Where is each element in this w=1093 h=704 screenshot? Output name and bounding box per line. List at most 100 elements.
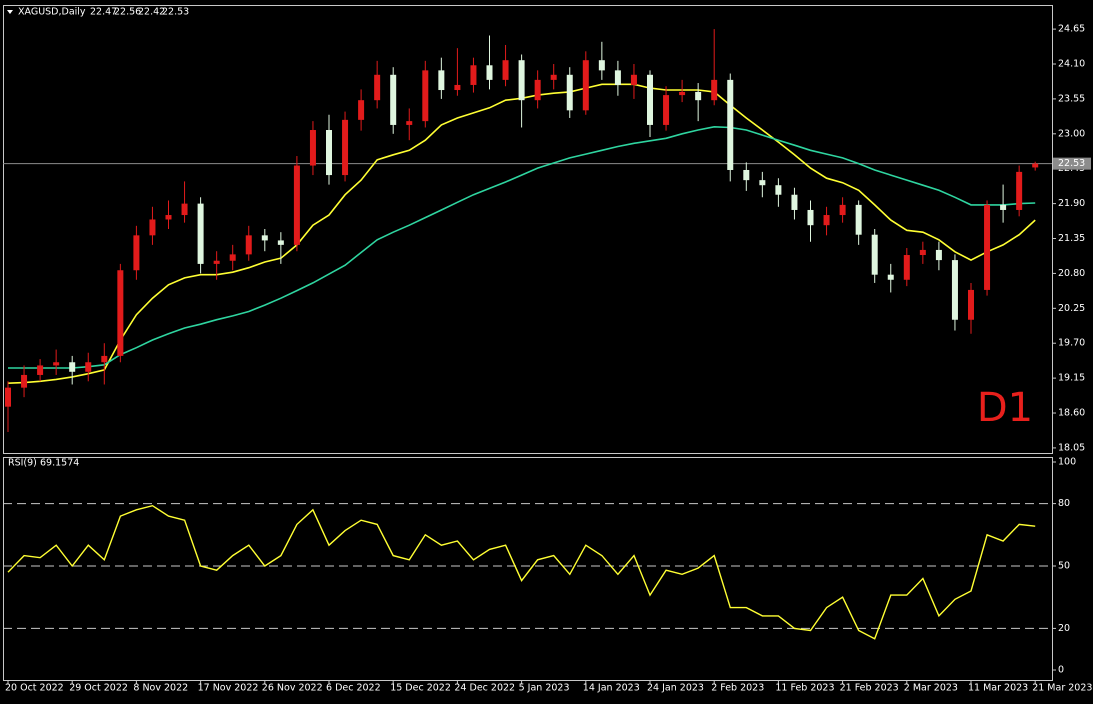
chart-title: XAGUSD,Daily — [18, 7, 86, 18]
y-tick-label: 80 — [1058, 498, 1070, 509]
menu-arrow[interactable] — [7, 10, 13, 14]
x-tick-label: 11 Feb 2023 — [775, 683, 834, 694]
y-tick-label: 20.80 — [1058, 268, 1085, 279]
y-tick-label: 20.25 — [1058, 303, 1085, 314]
y-tick-label: 23.55 — [1058, 93, 1085, 104]
moving-average — [8, 125, 1036, 369]
x-tick-label: 15 Dec 2022 — [390, 683, 451, 694]
candle-body — [358, 100, 365, 120]
candle-body — [935, 249, 942, 261]
candle-body — [197, 203, 204, 264]
candle-body — [951, 260, 958, 320]
indicator-title: RSI(9) — [8, 458, 37, 469]
candle-body — [727, 79, 734, 170]
candle-body — [855, 204, 862, 235]
candle-body — [277, 240, 284, 245]
candle-body — [1000, 204, 1007, 210]
candle-body — [1032, 163, 1039, 168]
y-tick-label: 50 — [1058, 561, 1070, 572]
candle-body — [486, 65, 493, 80]
candle-body — [614, 70, 621, 85]
timeframe-annotation: D1 — [977, 385, 1033, 431]
candle-body — [326, 130, 332, 176]
x-tick-label: 2 Feb 2023 — [711, 683, 764, 694]
candle-body — [630, 74, 637, 85]
x-tick-label: 24 Jan 2023 — [647, 683, 704, 694]
candle-body — [582, 60, 589, 111]
candle-body — [663, 95, 670, 125]
y-tick-label: 19.70 — [1058, 338, 1085, 349]
ohlc-value: 22.42 — [138, 7, 165, 18]
candle-body — [117, 270, 124, 356]
candle-body — [679, 91, 686, 96]
candle-body — [1016, 171, 1023, 210]
candle-body — [871, 234, 878, 275]
indicator-value: 69.1574 — [40, 458, 79, 469]
candle-body — [711, 79, 718, 101]
candle-body — [791, 194, 798, 210]
candle-body — [566, 74, 573, 111]
candle-body — [887, 274, 894, 280]
candle-body — [149, 219, 156, 236]
candle-body — [438, 70, 445, 91]
candle-body — [133, 235, 140, 271]
candle-body — [181, 203, 188, 216]
ohlc-value: 22.47 — [90, 7, 117, 18]
x-tick-label: 29 Oct 2022 — [69, 683, 128, 694]
x-tick-label: 24 Dec 2022 — [454, 683, 515, 694]
candle-body — [919, 249, 926, 256]
ohlc-value: 22.56 — [114, 7, 141, 18]
candle-body — [69, 362, 76, 372]
y-tick-label: 21.35 — [1058, 233, 1085, 244]
candle-body — [229, 254, 236, 261]
y-tick-label: 20 — [1058, 623, 1070, 634]
current-price-tag — [1053, 157, 1091, 170]
candle-body — [695, 91, 702, 101]
current-price-label: 22.53 — [1058, 158, 1085, 169]
candle-body — [101, 355, 108, 363]
candle-body — [550, 74, 557, 80]
x-tick-label: 14 Jan 2023 — [583, 683, 640, 694]
candle-body — [245, 235, 252, 255]
candle-body — [454, 84, 461, 91]
candle-body — [743, 169, 750, 181]
y-tick-label: 23.00 — [1058, 128, 1085, 139]
x-tick-label: 5 Jan 2023 — [519, 683, 570, 694]
candle-body — [85, 362, 92, 372]
y-tick-label: 18.60 — [1058, 408, 1085, 419]
y-tick-label: 18.05 — [1058, 442, 1085, 453]
y-tick-label: 24.10 — [1058, 59, 1085, 70]
candle-body — [759, 180, 766, 186]
candle-body — [53, 362, 60, 366]
y-tick-label: 19.15 — [1058, 373, 1085, 384]
candle-body — [390, 74, 397, 125]
y-tick-label: 24.65 — [1058, 24, 1085, 35]
candle-body — [984, 204, 991, 290]
x-tick-label: 20 Oct 2022 — [5, 683, 64, 694]
candle-body — [470, 65, 477, 85]
rsi-line — [7, 504, 1036, 640]
candle-body — [37, 365, 44, 375]
main-panel — [3, 5, 1053, 454]
x-tick-label: 21 Feb 2023 — [840, 683, 899, 694]
x-tick-label: 17 Nov 2022 — [198, 683, 259, 694]
candle-body — [374, 74, 381, 101]
x-tick-label: 2 Mar 2023 — [904, 683, 958, 694]
candle-body — [5, 387, 11, 407]
candle-body — [406, 121, 413, 125]
y-tick-label: 0 — [1058, 665, 1064, 676]
y-tick-label: 21.90 — [1058, 198, 1085, 209]
candle-body — [775, 185, 782, 195]
candle-body — [598, 60, 605, 71]
candle-body — [968, 289, 974, 320]
candle-body — [823, 215, 830, 226]
candle-body — [807, 209, 814, 226]
candle-body — [21, 374, 28, 388]
candle-body — [293, 165, 300, 245]
candle-body — [342, 119, 349, 176]
candle-body — [261, 235, 268, 241]
candle-body — [903, 255, 910, 280]
candle-body — [165, 215, 172, 220]
